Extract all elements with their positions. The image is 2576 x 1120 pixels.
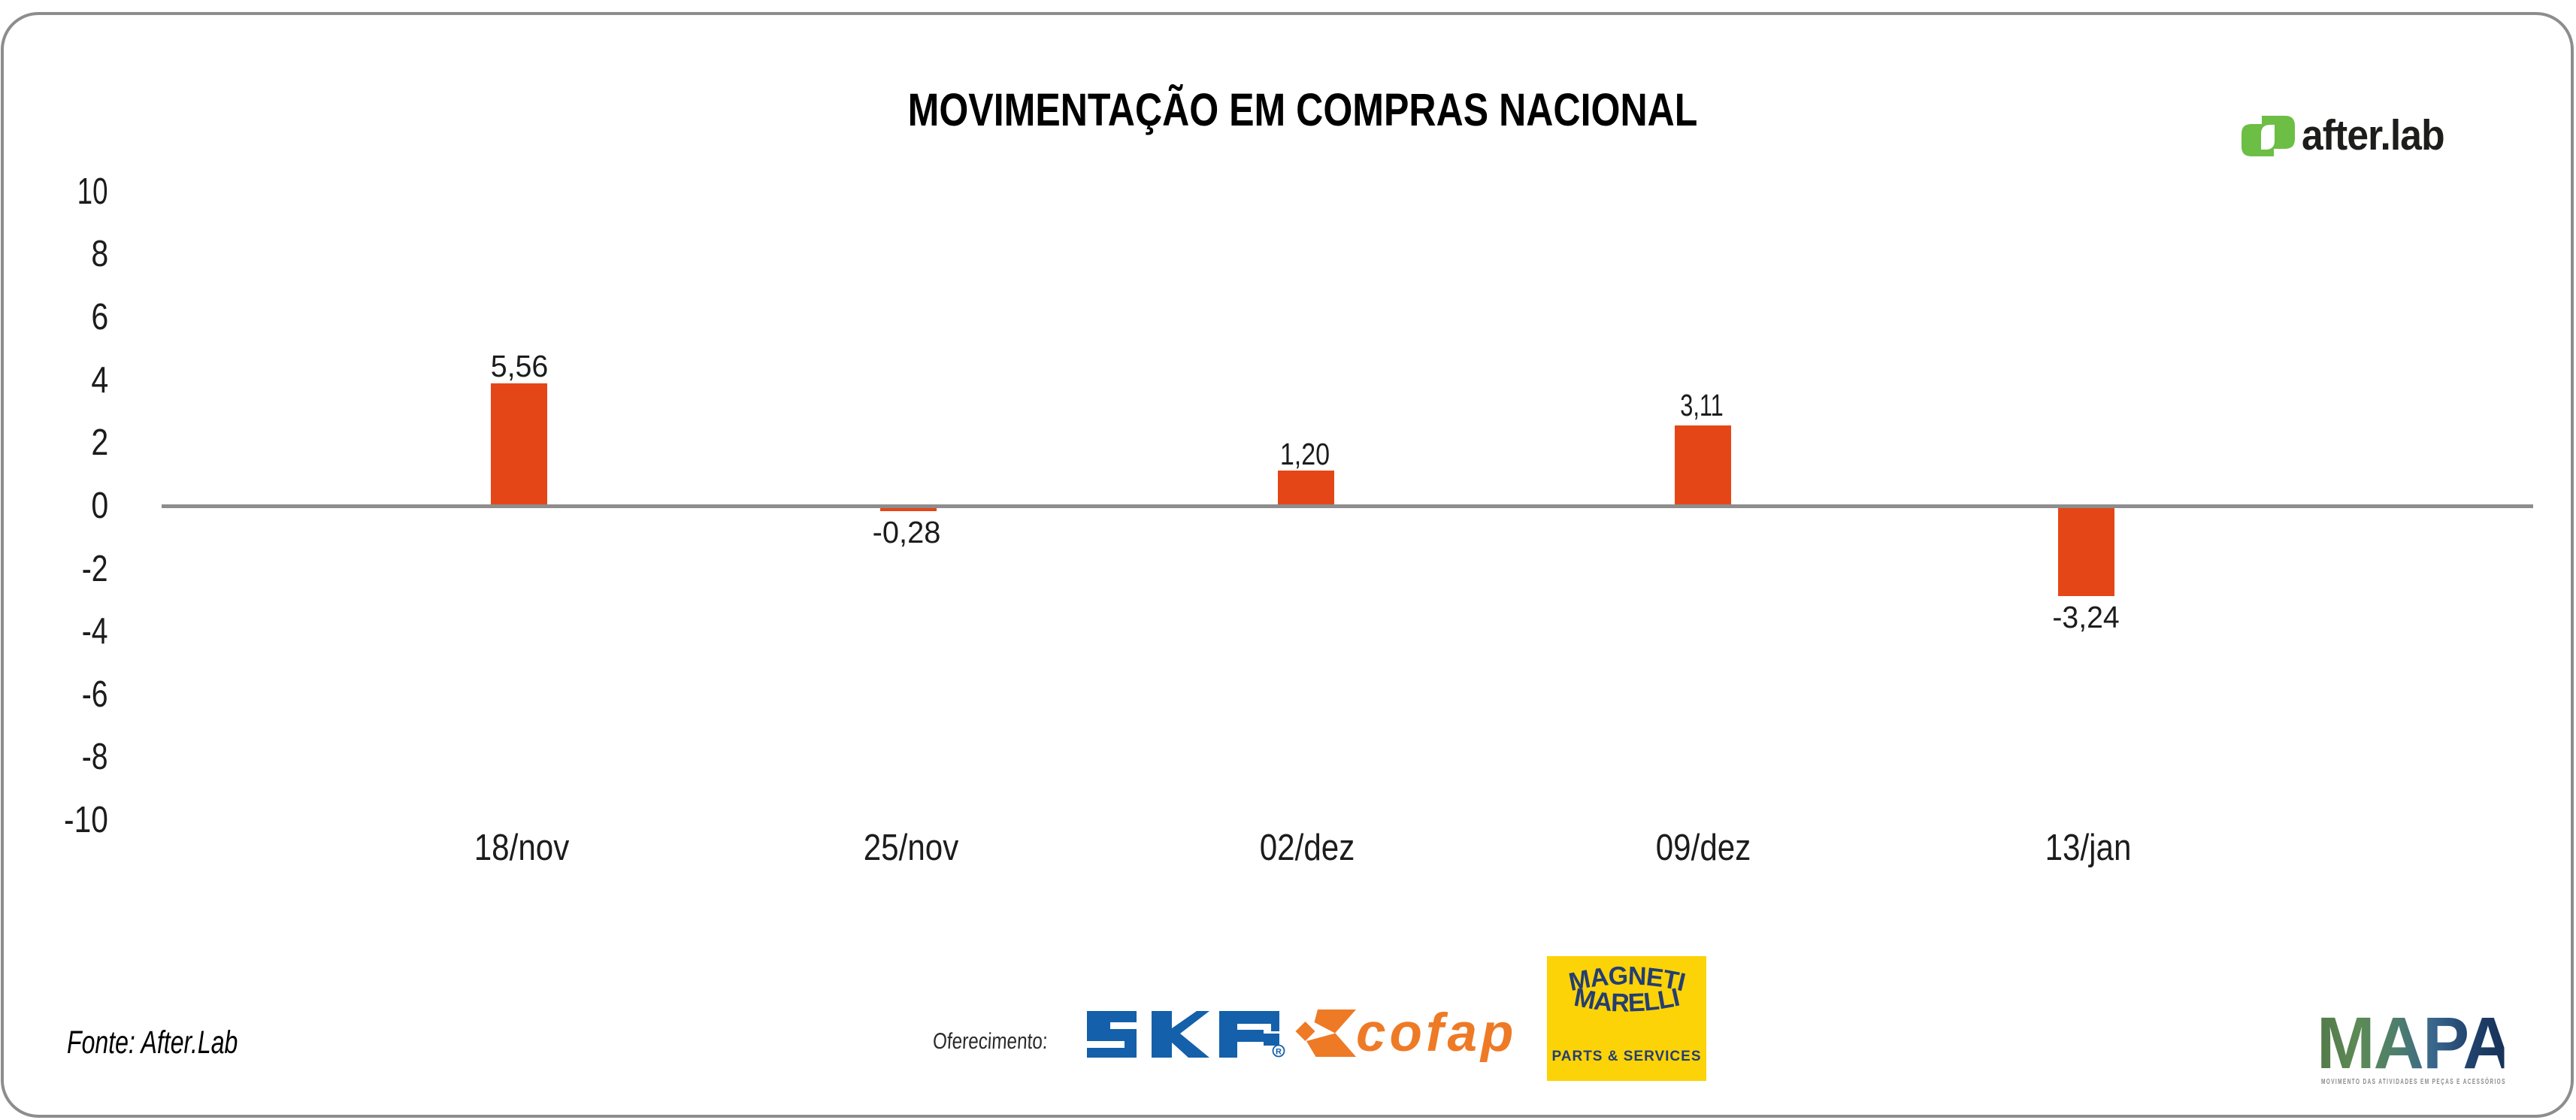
svg-text:R: R (1276, 1048, 1282, 1057)
svg-text:PARTS & SERVICES: PARTS & SERVICES (1551, 1049, 1701, 1064)
